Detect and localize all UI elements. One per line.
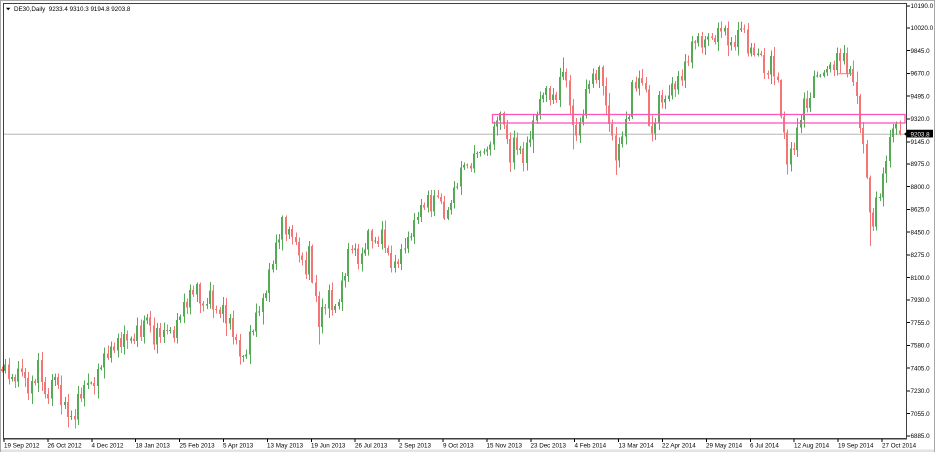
svg-text:8100.0: 8100.0 (911, 275, 931, 282)
svg-text:13 Mar 2014: 13 Mar 2014 (619, 442, 655, 449)
svg-text:9203.8: 9203.8 (911, 132, 931, 139)
svg-text:27 Oct 2014: 27 Oct 2014 (882, 442, 917, 449)
svg-text:19 Sep 2012: 19 Sep 2012 (4, 442, 40, 449)
svg-text:18 Jan 2013: 18 Jan 2013 (136, 442, 171, 449)
svg-text:9670.0: 9670.0 (911, 71, 931, 78)
svg-text:22 Apr 2014: 22 Apr 2014 (662, 442, 696, 449)
svg-text:19 Sep 2014: 19 Sep 2014 (838, 442, 874, 449)
svg-text:29 May 2014: 29 May 2014 (706, 442, 743, 449)
svg-text:9320.0: 9320.0 (911, 116, 931, 123)
svg-text:8275.0: 8275.0 (911, 252, 931, 259)
svg-text:6885.0: 6885.0 (911, 433, 931, 440)
svg-text:19 Jun 2013: 19 Jun 2013 (311, 442, 346, 449)
svg-text:8975.0: 8975.0 (911, 161, 931, 168)
svg-text:2 Sep 2013: 2 Sep 2013 (399, 442, 431, 449)
svg-text:5 Apr 2013: 5 Apr 2013 (223, 442, 254, 449)
svg-text:8450.0: 8450.0 (911, 230, 931, 237)
svg-text:13 May 2013: 13 May 2013 (267, 442, 304, 449)
svg-text:4 Feb 2014: 4 Feb 2014 (575, 442, 607, 449)
svg-text:7405.0: 7405.0 (911, 366, 931, 373)
svg-text:8625.0: 8625.0 (911, 207, 931, 214)
svg-text:DE30,Daily 9233.4 9310.3 9194: DE30,Daily 9233.4 9310.3 9194.8 9203.8 (14, 6, 131, 13)
svg-text:6 Jul 2014: 6 Jul 2014 (750, 442, 779, 449)
svg-text:9845.0: 9845.0 (911, 48, 931, 55)
svg-text:7055.0: 7055.0 (911, 411, 931, 418)
svg-text:12 Aug 2014: 12 Aug 2014 (794, 442, 830, 449)
svg-text:9495.0: 9495.0 (911, 94, 931, 101)
svg-text:7755.0: 7755.0 (911, 320, 931, 327)
svg-text:26 Jul 2013: 26 Jul 2013 (355, 442, 388, 449)
svg-text:26 Oct 2012: 26 Oct 2012 (48, 442, 83, 449)
svg-text:4 Dec 2012: 4 Dec 2012 (92, 442, 124, 449)
svg-text:7580.0: 7580.0 (911, 343, 931, 350)
svg-text:10190.0: 10190.0 (911, 3, 934, 10)
svg-text:7230.0: 7230.0 (911, 388, 931, 395)
svg-text:9145.0: 9145.0 (911, 139, 931, 146)
svg-text:9 Oct 2013: 9 Oct 2013 (443, 442, 474, 449)
svg-text:15 Nov 2013: 15 Nov 2013 (487, 442, 523, 449)
svg-text:7930.0: 7930.0 (911, 297, 931, 304)
svg-text:10020.0: 10020.0 (911, 25, 934, 32)
svg-text:23 Dec 2013: 23 Dec 2013 (531, 442, 567, 449)
svg-text:25 Feb 2013: 25 Feb 2013 (180, 442, 216, 449)
svg-text:8800.0: 8800.0 (911, 184, 931, 191)
